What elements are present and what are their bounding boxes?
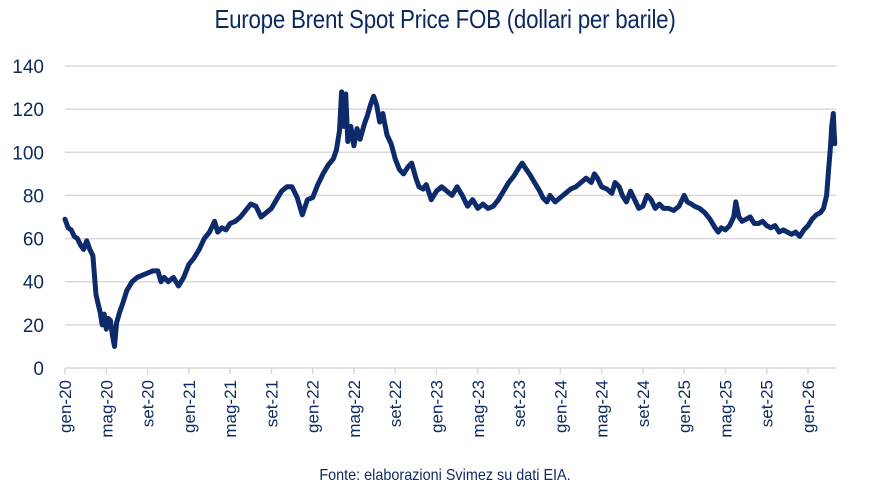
series-line-brent — [62, 89, 838, 349]
x-tick-label: mag-22 — [345, 380, 364, 438]
y-tick-label: 0 — [33, 359, 44, 380]
x-tick-label: set-25 — [758, 380, 777, 427]
x-tick-label: gen-25 — [675, 380, 694, 433]
y-tick-label: 140 — [12, 57, 44, 78]
x-tick-label: gen-26 — [799, 380, 818, 433]
x-tick-label: mag-25 — [716, 380, 735, 438]
x-tick-label: set-21 — [262, 380, 281, 427]
x-tick-label: mag-23 — [469, 380, 488, 438]
x-tick-label: set-23 — [510, 380, 529, 427]
x-tick-label: mag-21 — [221, 380, 240, 438]
source-note: Fonte: elaborazioni Svimez su dati EIA. — [319, 467, 571, 484]
x-tick-label: gen-20 — [56, 380, 75, 433]
x-tick-label: set-24 — [634, 380, 653, 427]
y-tick-label: 100 — [12, 143, 44, 164]
y-tick-label: 40 — [23, 273, 44, 294]
x-tick-label: set-22 — [386, 380, 405, 427]
y-tick-label: 60 — [23, 230, 44, 251]
chart-title: Europe Brent Spot Price FOB (dollari per… — [214, 4, 676, 34]
y-tick-label: 80 — [23, 186, 44, 207]
gridlines — [65, 65, 836, 326]
y-tick-label: 20 — [23, 316, 44, 337]
x-tick-label: mag-20 — [97, 380, 116, 438]
x-axis-ticks: gen-20 mag-20 set-20 gen-21 mag-21 set-21 gen-… — [56, 368, 818, 438]
x-tick-label: gen-21 — [180, 380, 199, 433]
y-axis-ticks: 0 20 40 60 80 100 120 140 — [12, 57, 44, 380]
x-tick-label: gen-22 — [304, 380, 323, 433]
y-tick-label: 120 — [12, 100, 44, 121]
x-tick-label: gen-24 — [551, 380, 570, 433]
x-tick-label: mag-24 — [593, 380, 612, 438]
x-tick-label: set-20 — [139, 380, 158, 427]
x-tick-label: gen-23 — [428, 380, 447, 433]
